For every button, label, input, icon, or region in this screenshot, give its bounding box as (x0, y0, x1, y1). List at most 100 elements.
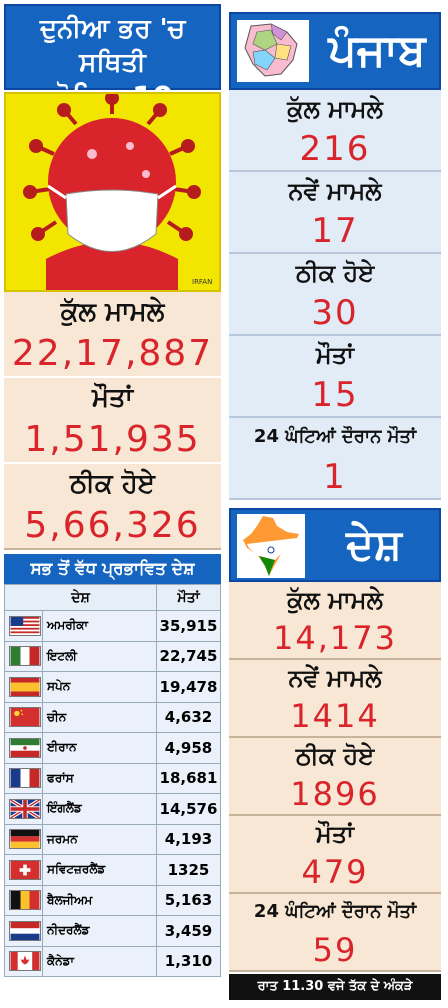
punjab-deaths-value: 15 (311, 375, 359, 415)
switzerland-flag-icon (9, 859, 41, 880)
punjab-deaths: ਮੌਤਾਂ 15 (229, 336, 441, 418)
punjab-deaths-24h-value: 1 (323, 457, 347, 497)
punjab-deaths-24h: 24 ਘੰਟਿਆਂ ਦੌਰਾਨ ਮੌਤਾਂ 1 (229, 418, 441, 500)
world-recovered-label: ਠੀਕ ਹੋਏ (70, 469, 155, 499)
country-deaths: 1,310 (156, 945, 221, 977)
india-deaths-label: ਮੌਤਾਂ (316, 820, 354, 848)
india-deaths-value: 479 (301, 853, 369, 891)
table-row: ਅਮਰੀਕਾ 35,915 (4, 610, 221, 642)
affected-table-heading: ਸਭ ਤੋਂ ਵੱਧ ਪ੍ਰਭਾਵਿਤ ਦੇਸ਼ (4, 554, 221, 584)
italy-flag-icon (9, 646, 41, 667)
punjab-new-cases-label: ਨਵੇਂ ਮਾਮਲੇ (288, 177, 382, 205)
country-name: ਇਟਲੀ (42, 640, 157, 672)
country-deaths: 4,632 (156, 701, 221, 733)
world-header: ਦੁਨੀਆ ਭਰ 'ਚ ਸਥਿਤੀ ਕੋਵਿਡ-19 (4, 4, 221, 116)
country-name: ਸਵਿਟਜ਼ਰਲੈਂਡ (42, 854, 157, 886)
world-recovered-value: 5,66,326 (24, 505, 201, 546)
country-name: ਚੀਨ (42, 701, 157, 733)
france-flag-icon (9, 768, 41, 789)
india-deaths: ਮੌਤਾਂ 479 (229, 816, 441, 894)
india-total-cases-value: 14,173 (273, 619, 397, 657)
table-row: ਜਰਮਨ 4,193 (4, 823, 221, 855)
country-deaths: 18,681 (156, 762, 221, 794)
punjab-deaths-24h-label: 24 ਘੰਟਿਆਂ ਦੌਰਾਨ ਮੌਤਾਂ (253, 426, 417, 447)
data-timestamp-note: ਰਾਤ 11.30 ਵਜੇ ਤੱਕ ਦੇ ਅੰਕੜੇ (229, 974, 441, 1000)
punjab-recovered: ਠੀਕ ਹੋਏ 30 (229, 254, 441, 336)
world-title: ਦੁਨੀਆ ਭਰ 'ਚ ਸਥਿਤੀ (39, 14, 186, 78)
col-deaths: ਮੌਤਾਂ (156, 584, 221, 611)
india-new-cases-value: 1414 (290, 697, 380, 735)
india-new-cases: ਨਵੇਂ ਮਾਮਲੇ 1414 (229, 660, 441, 738)
country-deaths: 19,478 (156, 671, 221, 703)
usa-flag-icon (9, 615, 41, 636)
world-deaths: ਮੌਤਾਂ 1,51,935 (4, 378, 221, 464)
punjab-india-column: ਪੰਜਾਬ ਕੁੱਲ ਮਾਮਲੇ 216 ਨਵੇਂ ਮਾਮਲੇ 17 ਠੀਕ ਹ… (229, 12, 441, 1000)
punjab-header: ਪੰਜਾਬ (229, 12, 441, 90)
punjab-new-cases: ਨਵੇਂ ਮਾਮਲੇ 17 (229, 172, 441, 254)
world-recovered: ਠੀਕ ਹੋਏ 5,66,326 (4, 464, 221, 550)
canada-flag-icon (9, 951, 41, 972)
india-header: ਦੇਸ਼ (229, 508, 441, 582)
punjab-title: ਪੰਜਾਬ (328, 25, 426, 76)
india-recovered-label: ਠੀਕ ਹੋਏ (295, 742, 375, 770)
table-header-row: ਦੇਸ਼ ਮੌਤਾਂ (4, 584, 221, 611)
table-row: ਚੀਨ 4,632 (4, 701, 221, 733)
table-row: ਸਵਿਟਜ਼ਰਲੈਂਡ 1325 (4, 854, 221, 886)
affected-countries-table: ਦੇਸ਼ ਮੌਤਾਂ ਅਮਰੀਕਾ 35,915 (4, 584, 221, 977)
table-row: ਬੈਲਜੀਅਮ 5,163 (4, 884, 221, 916)
punjab-map-icon (237, 20, 309, 82)
table-row: ਫਰਾਂਸ 18,681 (4, 762, 221, 794)
country-name: ਫਰਾਂਸ (42, 762, 157, 794)
india-recovered-value: 1896 (290, 775, 380, 813)
punjab-deaths-label: ਮੌਤਾਂ (316, 341, 354, 369)
india-new-cases-label: ਨਵੇਂ ਮਾਮਲੇ (288, 664, 382, 692)
country-name: ਬੈਲਜੀਅਮ (42, 884, 157, 916)
world-total-cases-value: 22,17,887 (11, 333, 214, 374)
netherlands-flag-icon (9, 920, 41, 941)
world-deaths-label: ਮੌਤਾਂ (91, 383, 134, 413)
world-total-cases: ਕੁੱਲ ਮਾਮਲੇ 22,17,887 (4, 292, 221, 378)
iran-flag-icon (9, 737, 41, 758)
india-title: ਦੇਸ਼ (346, 520, 402, 569)
india-map-icon (237, 514, 305, 578)
country-deaths: 3,459 (156, 915, 221, 947)
world-total-cases-label: ਕੁੱਲ ਮਾਮਲੇ (60, 297, 165, 327)
country-deaths: 14,576 (156, 793, 221, 825)
col-country: ਦੇਸ਼ (4, 584, 157, 611)
china-flag-icon (9, 707, 41, 728)
punjab-recovered-value: 30 (311, 293, 359, 333)
punjab-total-cases-value: 216 (299, 129, 371, 169)
table-row: ਕੈਨੇਡਾ 1,310 (4, 945, 221, 977)
india-deaths-24h-label: 24 ਘੰਟਿਆਂ ਦੌਰਾਨ ਮੌਤਾਂ (253, 901, 417, 922)
country-deaths: 5,163 (156, 884, 221, 916)
country-deaths: 22,745 (156, 640, 221, 672)
punjab-total-cases-label: ਕੁੱਲ ਮਾਮਲੇ (287, 95, 383, 123)
world-deaths-value: 1,51,935 (24, 419, 201, 460)
world-column: ਦੁਨੀਆ ਭਰ 'ਚ ਸਥਿਤੀ ਕੋਵਿਡ-19 (4, 4, 221, 977)
country-name: ਕੈਨੇਡਾ (42, 945, 157, 977)
uk-flag-icon (9, 798, 41, 819)
table-row: ਇੰਗਲੈਂਡ 14,576 (4, 793, 221, 825)
punjab-total-cases: ਕੁੱਲ ਮਾਮਲੇ 216 (229, 90, 441, 172)
virus-mask-illustration: IRFAN (4, 92, 221, 292)
india-total-cases: ਕੁੱਲ ਮਾਮਲੇ 14,173 (229, 582, 441, 660)
country-name: ਜਰਮਨ (42, 823, 157, 855)
punjab-recovered-label: ਠੀਕ ਹੋਏ (295, 259, 375, 287)
punjab-new-cases-value: 17 (311, 211, 359, 251)
germany-flag-icon (9, 829, 41, 850)
virus-icon: IRFAN (6, 94, 219, 290)
country-name: ਅਮਰੀਕਾ (42, 610, 157, 642)
country-deaths: 35,915 (156, 610, 221, 642)
table-row: ਈਰਾਨ 4,958 (4, 732, 221, 764)
illustration-signature: IRFAN (192, 278, 212, 286)
country-name: ਈਰਾਨ (42, 732, 157, 764)
country-name: ਨੀਦਰਲੈਂਡ (42, 915, 157, 947)
india-recovered: ਠੀਕ ਹੋਏ 1896 (229, 738, 441, 816)
country-name: ਸਪੇਨ (42, 671, 157, 703)
country-deaths: 4,193 (156, 823, 221, 855)
belgium-flag-icon (9, 890, 41, 911)
table-row: ਸਪੇਨ 19,478 (4, 671, 221, 703)
india-deaths-24h-value: 59 (312, 931, 358, 969)
table-row: ਇਟਲੀ 22,745 (4, 640, 221, 672)
table-row: ਨੀਦਰਲੈਂਡ 3,459 (4, 915, 221, 947)
